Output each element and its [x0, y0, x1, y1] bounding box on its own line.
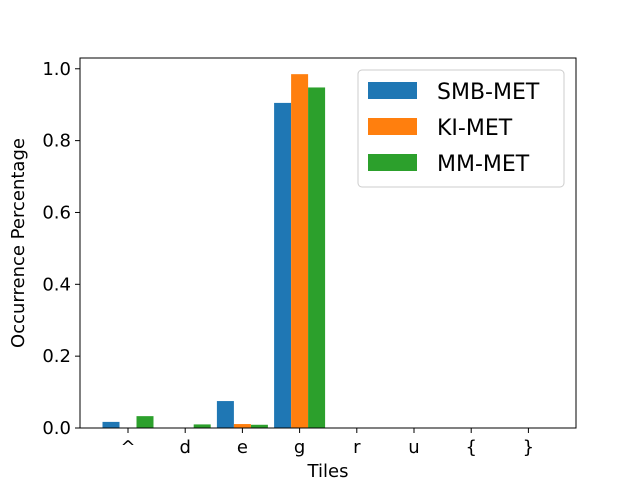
x-tick-label: u	[408, 437, 419, 458]
bar-mm-met-1	[193, 424, 211, 428]
y-axis: 0.0 0.2 0.4 0.6 0.8 1.0	[42, 59, 80, 439]
bar-ki-met-2	[233, 424, 251, 428]
bars-group	[102, 74, 326, 429]
y-tick-label: 0.2	[42, 346, 71, 367]
x-axis: ^ d e g r u {}	[120, 428, 534, 458]
legend-swatch-smb-met	[368, 82, 417, 99]
plot-frame	[79, 57, 577, 429]
legend-label-ki-met: KI-MET	[437, 116, 513, 141]
x-tick-label: }	[523, 437, 534, 458]
bar-mm-met-2	[250, 424, 268, 428]
legend-swatch-ki-met	[368, 118, 417, 135]
bar-mm-met-0	[136, 416, 154, 428]
legend-swatch-mm-met	[368, 154, 417, 171]
y-tick-label: 0.0	[42, 418, 71, 439]
x-tick-label: ^	[120, 437, 135, 458]
y-tick-label: 0.4	[42, 274, 71, 295]
bar-smb-met-3	[274, 102, 292, 429]
bar-smb-met-2	[216, 401, 234, 428]
bar-ki-met-3	[291, 74, 309, 429]
x-tick-label: d	[179, 437, 190, 458]
x-axis-label: Tiles	[307, 461, 349, 480]
y-axis-label: Occurrence Percentage	[8, 138, 29, 348]
legend-label-smb-met: SMB-MET	[437, 80, 540, 105]
y-tick-label: 1.0	[42, 59, 71, 80]
x-tick-label: e	[237, 437, 248, 458]
y-tick-label: 0.6	[42, 202, 71, 223]
x-tick-label: r	[353, 437, 361, 458]
legend-label-mm-met: MM-MET	[437, 152, 530, 177]
x-tick-label: {	[465, 437, 476, 458]
y-tick-label: 0.8	[42, 131, 71, 152]
bar-smb-met-0	[102, 421, 120, 428]
x-tick-label: g	[294, 437, 305, 458]
bar-mm-met-3	[308, 87, 326, 429]
legend: SMB-MET KI-MET MM-MET	[357, 69, 565, 188]
